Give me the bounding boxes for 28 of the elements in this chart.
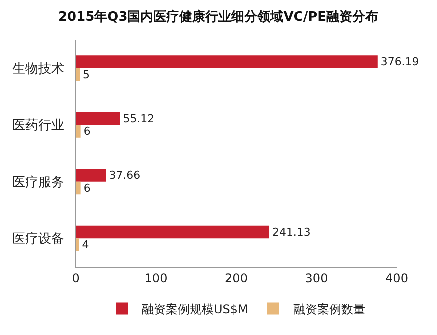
y-tick-label: 医疗服务 [12, 175, 64, 190]
y-tick-label: 医疗设备 [12, 232, 64, 248]
bar [76, 68, 80, 82]
data-label: 37.66 [109, 169, 141, 182]
bar [76, 238, 80, 252]
legend-label: 融资案例规模US$M [142, 302, 248, 316]
x-tick-label: 200 [225, 271, 248, 286]
legend-label: 融资案例数量 [293, 302, 366, 316]
data-label: 376.19 [380, 56, 420, 69]
y-tick-label: 生物技术 [12, 62, 64, 77]
data-label: 6 [84, 125, 91, 138]
data-label: 5 [83, 68, 90, 82]
y-tick-label: 医药行业 [12, 118, 64, 134]
bar [76, 182, 81, 195]
bar [76, 125, 81, 138]
x-tick-label: 300 [305, 271, 328, 286]
bar [76, 112, 120, 126]
bar [76, 169, 106, 182]
x-tick-label: 0 [72, 271, 80, 286]
data-label: 4 [82, 238, 90, 252]
chart-title: 2015年Q3国内医疗健康行业细分领域VC/PE融资分布 [58, 8, 379, 25]
x-tick-label: 100 [144, 271, 168, 286]
bar [76, 226, 270, 239]
data-label: 55.12 [123, 112, 155, 126]
x-tick-label: 400 [386, 271, 408, 286]
data-label: 241.13 [272, 226, 311, 239]
bar [76, 56, 378, 68]
data-label: 6 [84, 182, 91, 195]
